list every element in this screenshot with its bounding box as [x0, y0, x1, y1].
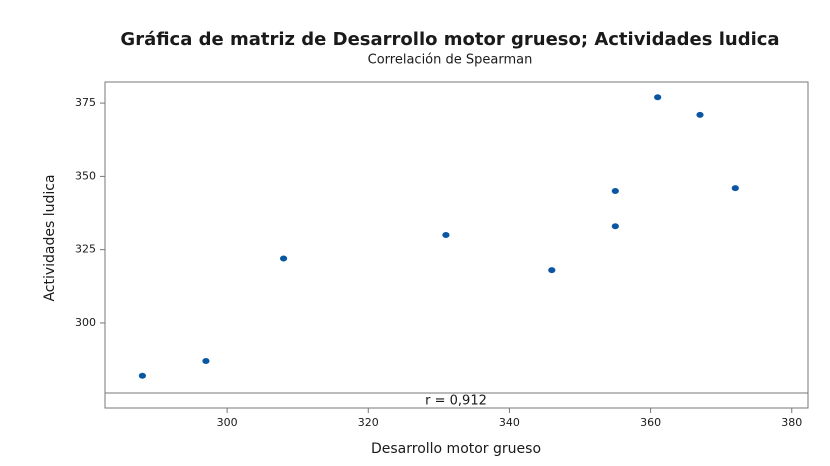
point: [611, 223, 619, 230]
point: [138, 372, 147, 379]
y-tick-label: 300: [75, 316, 96, 329]
x-tick-label: 380: [781, 416, 802, 429]
plot-frame: [104, 81, 809, 409]
point: [611, 188, 619, 195]
point: [696, 111, 704, 118]
point: [202, 358, 210, 365]
point: [731, 185, 739, 192]
x-tick-label: 320: [358, 416, 379, 429]
point: [548, 267, 556, 274]
chart-subtitle: Correlación de Spearman: [368, 53, 533, 68]
x-axis-label: Desarrollo motor grueso: [371, 441, 541, 457]
annotation: r = 0,912: [425, 394, 487, 409]
y-tick-label: 375: [75, 96, 96, 109]
point: [279, 255, 288, 262]
x-tick-label: 340: [499, 416, 520, 429]
y-tick-label: 325: [75, 243, 96, 256]
point: [442, 232, 450, 239]
y-axis-label: Actividades ludica: [42, 174, 58, 301]
point: [654, 94, 662, 101]
y-tick-label: 350: [75, 169, 96, 182]
x-tick-label: 300: [217, 416, 238, 429]
x-tick-label: 360: [640, 416, 661, 429]
chart-title: Gráfica de matriz de Desarrollo motor gr…: [120, 29, 779, 50]
